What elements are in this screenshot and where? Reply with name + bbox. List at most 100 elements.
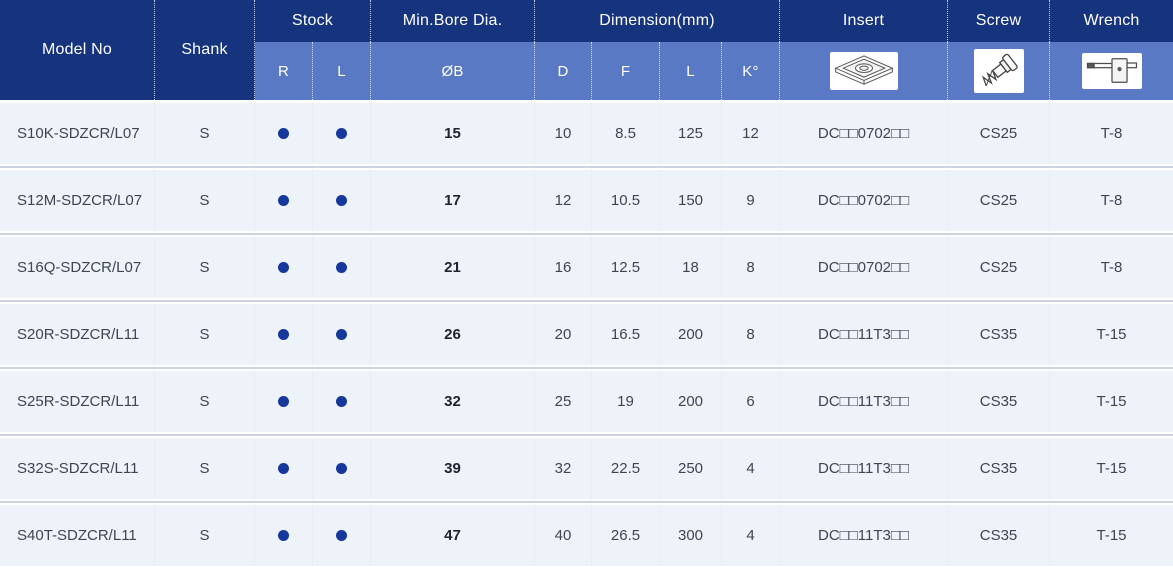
screw-cell-text: CS35 [979,326,1018,343]
screw-cell-text: CS35 [979,393,1018,410]
min-bore-cell: 17 [371,170,535,231]
dim-l-cell: 250 [660,438,722,499]
dim-k-cell-text: 12 [742,125,759,142]
min-bore-cell-text: 21 [444,259,461,276]
model-no-cell: S10K-SDZCR/L07 [0,103,155,164]
torx-wrench-icon [1081,53,1142,89]
screw-cell: CS35 [948,438,1050,499]
dim-l-cell: 200 [660,304,722,365]
stock-dot [336,329,347,340]
dim-f-cell: 16.5 [592,304,660,365]
dim-k-cell-text: 4 [746,460,755,477]
screw-cell: CS35 [948,304,1050,365]
header-bore-symbol: ØB [371,42,535,100]
insert-cell: DC□□0702□□ [780,237,948,298]
min-bore-cell: 21 [371,237,535,298]
dim-d-cell-text: 25 [554,393,572,410]
dim-k-cell: 12 [722,103,780,164]
table-row: S16Q-SDZCR/L07 S 21 16 12.5 18 8 DC□□0702□□ CS25… [0,237,1173,302]
screw-cell: CS25 [948,170,1050,231]
model-no-cell: S16Q-SDZCR/L07 [0,237,155,298]
header-dim-l: L [660,42,722,100]
header-min-bore-dia: Min.Bore Dia. [371,0,535,42]
dim-l-cell: 150 [660,170,722,231]
model-no-cell: S12M-SDZCR/L07 [0,170,155,231]
stock-r-cell [255,103,313,164]
stock-dot [278,195,289,206]
shank-cell-text: S [199,527,210,544]
screw-cell-text: CS25 [979,259,1018,276]
insert-cell: DC□□11T3□□ [780,438,948,499]
shank-cell-text: S [199,192,210,209]
model-no-cell-text: S12M-SDZCR/L07 [17,192,143,209]
dim-d-cell-text: 32 [554,460,572,477]
wrench-cell-text: T-15 [1096,393,1127,410]
wrench-cell: T-15 [1050,371,1173,432]
model-no-cell-text: S16Q-SDZCR/L07 [17,259,142,276]
screw-cell: CS35 [948,505,1050,566]
insert-cell-text: DC□□11T3□□ [818,393,909,410]
model-no-cell: S25R-SDZCR/L11 [0,371,155,432]
wrench-cell-text: T-15 [1096,460,1127,477]
insert-cell: DC□□11T3□□ [780,304,948,365]
diamond-insert-icon [829,52,898,90]
dim-d-cell-text: 20 [554,326,572,343]
stock-l-cell [313,304,371,365]
dim-k-cell-text: 6 [746,393,755,410]
dim-l-cell-text: 200 [677,326,704,343]
shank-cell: S [155,103,255,164]
dim-l-cell: 125 [660,103,722,164]
min-bore-cell-text: 32 [444,393,461,410]
dim-d-cell: 12 [535,170,592,231]
table-row: S32S-SDZCR/L11 S 39 32 22.5 250 4 DC□□11T3□□ CS3… [0,438,1173,503]
wrench-cell-text: T-15 [1096,326,1127,343]
screw-icon [973,49,1024,93]
dim-k-cell: 9 [722,170,780,231]
stock-r-cell [255,304,313,365]
min-bore-cell: 47 [371,505,535,566]
dim-f-cell-text: 8.5 [615,125,636,142]
min-bore-cell-text: 26 [444,326,461,343]
dim-l-cell: 18 [660,237,722,298]
dim-f-cell-text: 10.5 [610,192,641,209]
model-no-cell: S20R-SDZCR/L11 [0,304,155,365]
shank-cell: S [155,237,255,298]
dim-l-cell-text: 150 [677,192,704,209]
header-wrench: Wrench [1050,0,1173,42]
min-bore-cell: 15 [371,103,535,164]
shank-cell-text: S [199,393,210,410]
dim-d-cell: 10 [535,103,592,164]
dim-d-cell: 20 [535,304,592,365]
shank-cell-text: S [199,259,210,276]
table-body: S10K-SDZCR/L07 S 15 10 8.5 125 12 DC□□0702□□ CS2… [0,100,1173,566]
wrench-cell: T-15 [1050,304,1173,365]
stock-dot [336,530,347,541]
dim-k-cell-text: 8 [746,326,755,343]
min-bore-cell-text: 47 [444,527,461,544]
insert-cell: DC□□0702□□ [780,170,948,231]
header-insert: Insert [780,0,948,42]
min-bore-cell: 39 [371,438,535,499]
header-stock: Stock [255,0,371,42]
table-row: S25R-SDZCR/L11 S 32 25 19 200 6 DC□□11T3□□ CS35 T… [0,371,1173,436]
dim-f-cell-text: 26.5 [610,527,641,544]
stock-l-cell [313,170,371,231]
wrench-cell: T-15 [1050,438,1173,499]
screw-cell: CS35 [948,371,1050,432]
model-no-cell: S40T-SDZCR/L11 [0,505,155,566]
dim-k-cell: 8 [722,304,780,365]
stock-dot [336,128,347,139]
dim-d-cell: 32 [535,438,592,499]
model-no-cell-text: S32S-SDZCR/L11 [17,460,139,477]
shank-cell: S [155,170,255,231]
wrench-icon-cell [1050,42,1173,100]
min-bore-cell-text: 39 [444,460,461,477]
header-stock-r: R [255,42,313,100]
stock-l-cell [313,438,371,499]
dim-l-cell: 200 [660,371,722,432]
wrench-cell-text: T-8 [1100,192,1123,209]
stock-dot [278,530,289,541]
min-bore-cell: 32 [371,371,535,432]
model-no-cell-text: S20R-SDZCR/L11 [17,326,140,343]
wrench-cell-text: T-8 [1100,125,1123,142]
